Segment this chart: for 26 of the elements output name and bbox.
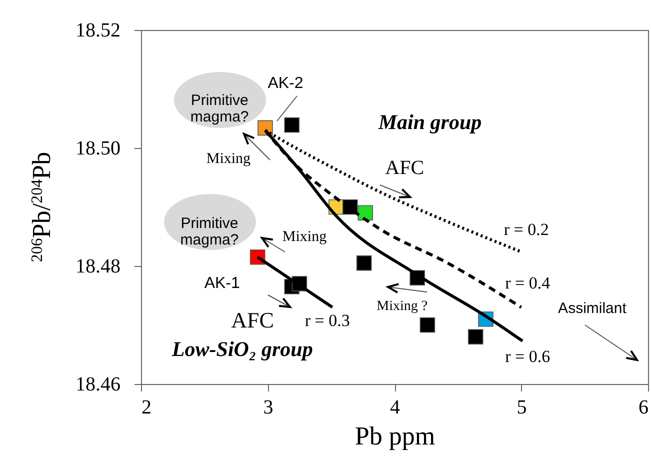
x-tick-label: 6 [638, 396, 648, 418]
y-tick-label: 18.52 [76, 20, 120, 42]
x-tick-label: 3 [263, 396, 274, 418]
x-tick-label: 4 [390, 396, 400, 418]
annotation: Low-SiO₂ group [170, 336, 313, 361]
annotation: AFC [231, 307, 274, 332]
annotation: Assimilant [558, 300, 628, 317]
x-axis-title: Pb ppm [354, 422, 436, 450]
annotation: AK-2 [268, 75, 304, 92]
y-tick-label: 18.48 [76, 256, 120, 278]
annotation: r = 0.3 [304, 310, 350, 330]
y-tick-label: 18.46 [76, 374, 120, 396]
annotation: Mixing ? [376, 299, 428, 314]
annotation: Primitive magma? [180, 214, 239, 248]
annotation: Mixing [206, 151, 252, 168]
annotation: r = 0.4 [505, 274, 551, 293]
y-tick-label: 18.50 [76, 138, 120, 160]
annotation: Primitive magma? [190, 92, 249, 126]
annotation: AFC [385, 157, 424, 180]
annotation: Mixing [282, 228, 328, 245]
x-tick-label: 5 [516, 396, 527, 418]
annotation: r = 0.2 [504, 220, 549, 240]
annotation: r = 0.6 [505, 346, 550, 366]
x-tick-label: 2 [142, 396, 152, 418]
annotation: Main group [377, 110, 482, 134]
annotation: AK-1 [204, 275, 240, 292]
